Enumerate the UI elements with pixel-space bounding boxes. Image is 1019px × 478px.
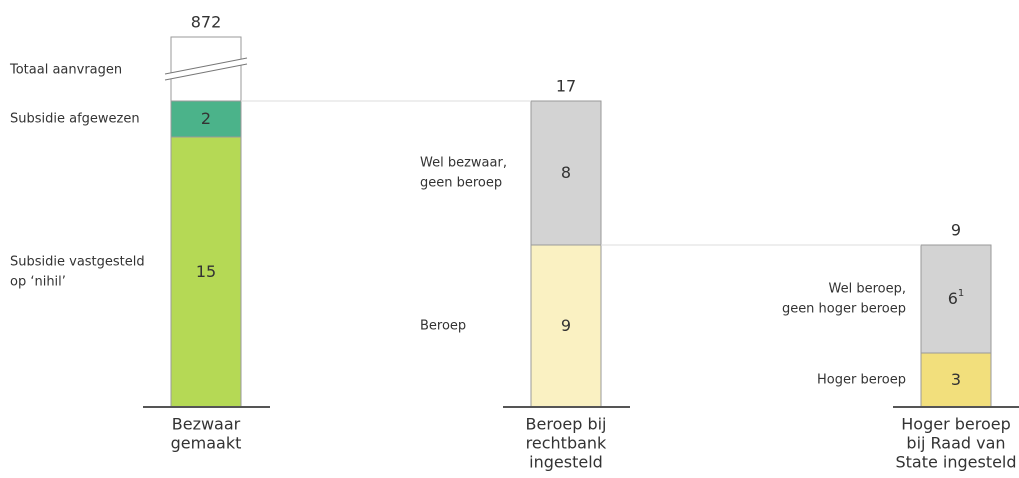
bar-segment	[170, 100, 242, 138]
category-label: gemaakt	[171, 434, 242, 453]
total-label: 9	[951, 221, 961, 240]
segment-label: Beroep	[420, 319, 466, 334]
category-label: Bezwaar	[172, 415, 241, 434]
category-label: rechtbank	[526, 434, 607, 453]
axis-break	[164, 57, 248, 75]
value-label: 3	[951, 370, 961, 389]
segment-label: Subsidie vastgesteld	[10, 255, 145, 270]
total-label: 872	[191, 13, 222, 32]
segment-label: geen hoger beroep	[782, 302, 906, 317]
value-label: 15	[196, 262, 216, 281]
value-text: 2	[201, 109, 211, 128]
category-label: bij Raad van	[906, 434, 1005, 453]
value-text: 8	[561, 163, 571, 182]
bar-segment	[170, 136, 242, 408]
value-label: 61	[948, 288, 965, 308]
value-label: 9	[561, 316, 571, 335]
value-text: 15	[196, 262, 216, 281]
segment-label: Totaal aanvragen	[9, 63, 122, 78]
category-label: Hoger beroep	[901, 415, 1011, 434]
bar-segment	[920, 244, 992, 354]
segment-label: geen beroep	[420, 176, 502, 191]
value-text: 6	[948, 289, 958, 308]
axis-break	[164, 63, 248, 81]
total-label: 17	[556, 77, 576, 96]
segment-label: op ‘nihil’	[10, 275, 66, 290]
value-text: 9	[561, 316, 571, 335]
category-label: Beroep bij	[526, 415, 607, 434]
segment-label: Wel bezwaar,	[420, 156, 507, 171]
axis-break	[165, 58, 247, 80]
category-label: State ingesteld	[895, 453, 1016, 472]
segment-label: Hoger beroep	[817, 373, 906, 388]
segment-label: Wel beroep,	[829, 282, 906, 297]
category-label: ingesteld	[529, 453, 603, 472]
value-label: 2	[201, 109, 211, 128]
value-label: 8	[561, 163, 571, 182]
value-text: 3	[951, 370, 961, 389]
footnote: 1	[958, 288, 964, 299]
bar-segment	[530, 100, 602, 246]
segment-label: Subsidie afgewezen	[10, 112, 140, 127]
bar-segment	[530, 244, 602, 408]
